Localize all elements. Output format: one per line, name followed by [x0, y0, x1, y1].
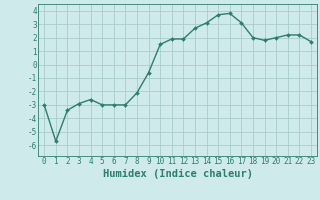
- X-axis label: Humidex (Indice chaleur): Humidex (Indice chaleur): [103, 169, 252, 179]
